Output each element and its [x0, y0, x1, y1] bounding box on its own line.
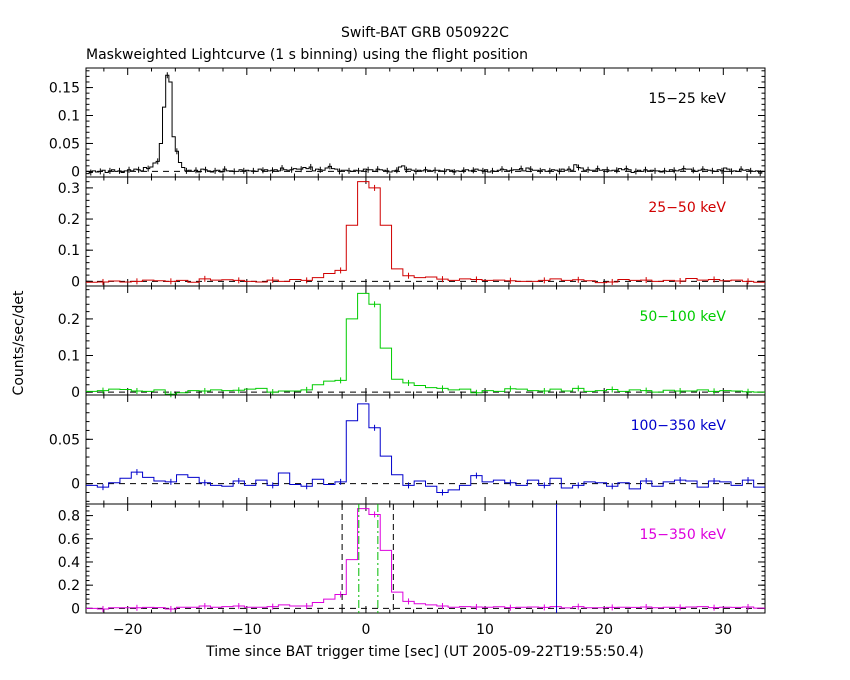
lightcurve-100-350: [86, 403, 765, 493]
x-tick-label: 20: [595, 622, 613, 638]
y-tick-label: 0.1: [58, 243, 80, 259]
panel-15-25: 0 0.05 0.1 0.15 15−25 keV: [49, 67, 766, 180]
panel-frame: [85, 285, 766, 396]
y-tick-label: 0.8: [58, 509, 80, 525]
y-tick-label: 0.4: [58, 555, 80, 571]
panel-frame: [85, 394, 766, 505]
band-label: 25−50 keV: [648, 200, 726, 216]
panel-frame: [85, 67, 766, 178]
y-tick-label: 0: [71, 274, 80, 290]
y-tick-label: 0: [71, 601, 80, 617]
panel-100-350: 0 0.05 100−350 keV: [49, 394, 766, 505]
panel-25-50: 0 0.1 0.2 0.3 25−50 keV: [58, 176, 766, 290]
panels-group: 0 0.05 0.1 0.15 15−25 keV 0 0.1 0.2 0.3 25−50 keV…: [49, 67, 766, 617]
y-tick-label: 0: [71, 164, 80, 180]
y-tick-label: 0.05: [49, 432, 80, 448]
x-tick-label: 30: [714, 622, 732, 638]
lightcurve-25-50: [86, 181, 765, 284]
y-tick-label: 0.05: [49, 136, 80, 152]
panel-frame: [85, 503, 766, 614]
y-tick-label: 0.2: [58, 312, 80, 328]
panel-15-350: 0 0.2 0.4 0.6 0.8 15−350 keV: [58, 503, 766, 617]
y-axis-label: Counts/sec/det: [11, 290, 27, 395]
y-tick-label: 0: [71, 385, 80, 401]
lightcurve-15-350: [86, 508, 765, 610]
y-tick-label: 0: [71, 477, 80, 493]
lightcurve-15-25: [86, 74, 765, 175]
y-tick-label: 0.6: [58, 532, 80, 548]
x-axis: −20 −10 0 10 20 30: [113, 622, 732, 638]
band-label: 100−350 keV: [631, 418, 727, 434]
chart-subtitle: Maskweighted Lightcurve (1 s binning) us…: [86, 47, 528, 63]
y-tick-label: 0.3: [58, 181, 80, 197]
x-axis-label: Time since BAT trigger time [sec] (UT 20…: [205, 644, 644, 660]
band-label: 15−350 keV: [639, 527, 726, 543]
y-tick-label: 0.15: [49, 81, 80, 97]
x-tick-label: 0: [361, 622, 370, 638]
chart-title: Swift-BAT GRB 050922C: [341, 25, 509, 41]
band-label: 15−25 keV: [648, 91, 726, 107]
y-tick-label: 0.2: [58, 578, 80, 594]
panel-frame: [85, 176, 766, 287]
x-tick-label: 10: [476, 622, 494, 638]
y-tick-label: 0.2: [58, 212, 80, 228]
y-tick-label: 0.1: [58, 348, 80, 364]
x-tick-label: −10: [232, 622, 262, 638]
x-tick-label: −20: [113, 622, 143, 638]
y-tick-label: 0.1: [58, 109, 80, 125]
band-label: 50−100 keV: [639, 309, 726, 325]
panel-50-100: 0 0.1 0.2 50−100 keV: [58, 285, 766, 401]
